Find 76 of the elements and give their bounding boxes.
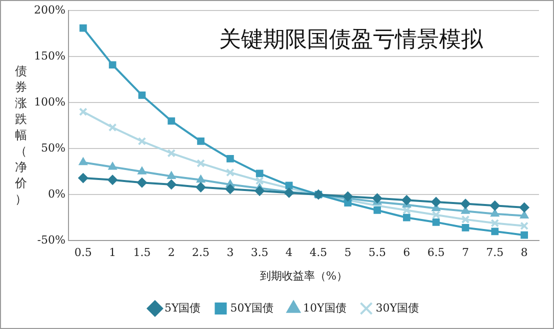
x-axis-title: 到期收益率（%） [260,269,348,282]
point [432,218,440,226]
x-tick-label: 2.5 [192,246,210,260]
y-tick-label: 50% [40,141,66,154]
x-tick-label: 3.5 [250,246,268,260]
point [166,179,176,190]
point [520,210,529,219]
point [138,166,146,174]
point [225,184,236,194]
point [78,173,88,184]
point [108,174,118,185]
x-tick-label: 6.5 [427,246,445,260]
x-tick-label: 3 [226,246,234,260]
point [79,24,87,32]
y-tick-label: 100% [34,95,66,108]
point [432,210,440,220]
x-tick-label: 7 [462,246,469,260]
x-tick-label: 1.5 [133,246,151,260]
point [196,174,206,183]
point [490,200,500,211]
x-tick-label: 7.5 [486,246,504,260]
point [490,208,500,217]
point [136,178,147,188]
x-tick-label: 6 [403,246,410,260]
x-tick-label: 5.5 [368,246,386,260]
point [196,182,206,192]
x-tick-label: 4 [286,246,293,260]
x-tick-label: 1 [109,246,116,260]
point [108,162,117,170]
y-tick-label: 200% [34,3,66,16]
x-tick-label: 2 [168,246,175,260]
x-tick-label: 8 [520,246,528,260]
point [520,222,528,230]
point [491,228,499,236]
point [138,137,146,146]
x-tick-label: 0.5 [74,246,92,260]
point [167,149,176,158]
point [344,199,352,207]
y-tick-label: 150% [34,49,66,62]
point [254,186,265,196]
legend-label: 30Y国债 [376,301,420,314]
point [402,195,412,206]
y-tick-label: -50% [37,233,66,246]
point [284,188,294,198]
point [255,176,264,185]
point [519,202,530,212]
point [197,138,204,145]
point [256,170,264,178]
point [226,168,234,177]
point [285,182,293,190]
point [431,196,442,207]
point [138,92,146,99]
point [78,108,88,116]
y-tick-label: 0% [48,187,66,200]
text: 关键期限国债盈亏情景模拟 [218,27,484,52]
x-tick-label: 4.5 [310,246,328,260]
point [374,206,381,214]
point [226,155,234,162]
legend-label: 10Y国债 [303,301,346,314]
point [490,218,500,228]
text: 债券涨跌幅（净价） [15,64,27,206]
legend-label: 50Y国债 [230,301,274,314]
legend-label: 5Y国债 [164,301,201,314]
point [108,123,117,132]
point [166,171,176,179]
point [372,193,382,204]
point [402,214,410,222]
point [461,215,470,224]
point [460,198,470,209]
x-tick-label: 5 [344,246,352,260]
point [462,224,470,232]
point [196,159,205,168]
point [520,231,528,239]
point [78,157,88,166]
point [108,61,116,69]
point [168,117,176,125]
